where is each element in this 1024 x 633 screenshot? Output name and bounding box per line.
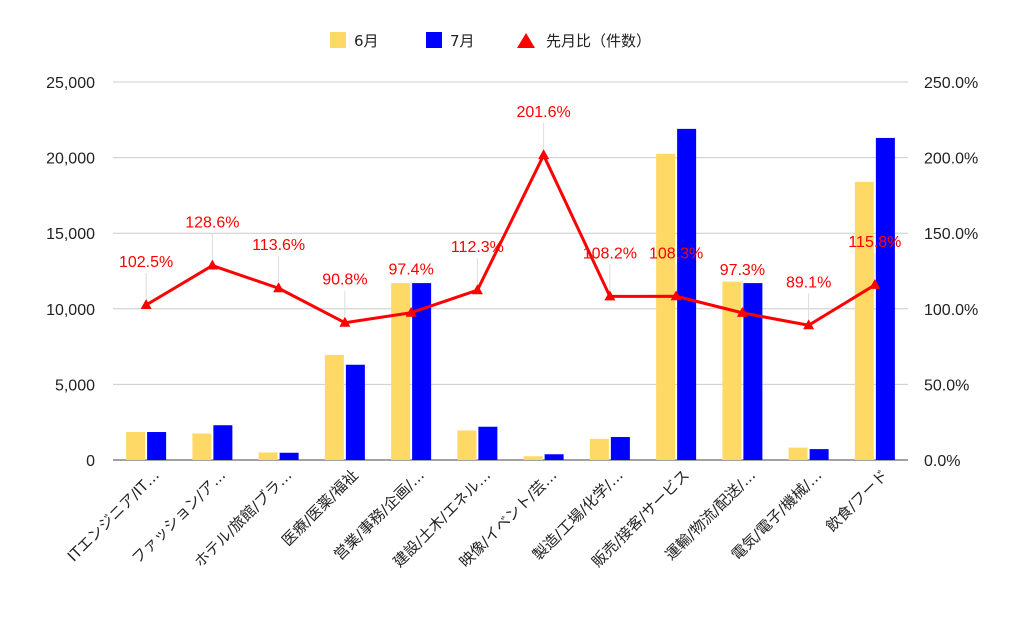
ratio-point-marker [273, 282, 285, 293]
ratio-data-label: 128.6% [185, 215, 239, 232]
left-tick-label: 15,000 [46, 226, 95, 243]
left-tick-label: 25,000 [46, 75, 95, 92]
legend-item-july[interactable]: 7月 [426, 32, 475, 50]
bar-july [147, 432, 167, 460]
ratio-point-marker [538, 149, 550, 160]
gridlines [113, 81, 908, 461]
ratio-point-marker [471, 284, 483, 295]
ratio-point-marker [803, 319, 815, 330]
bar-june [589, 438, 609, 460]
ratio-data-label: 115.8% [848, 234, 901, 251]
left-axis-ticks: 0 5,000 10,000 15,000 20,000 25,000 [46, 75, 95, 470]
legend-item-june[interactable]: 6月 [330, 32, 379, 50]
ratio-data-label: 108.2% [583, 245, 637, 262]
right-tick-label: 150.0% [924, 226, 978, 243]
bar-june [788, 447, 808, 460]
legend: 6月 7月 先月比（件数） [330, 32, 651, 50]
ratio-data-label: 97.4% [388, 262, 433, 279]
right-tick-label: 200.0% [924, 151, 978, 168]
ratio-data-label: 90.8% [322, 272, 367, 289]
ratio-data-label: 201.6% [516, 104, 570, 121]
ratio-line [145, 153, 876, 327]
ratio-point-marker [405, 306, 417, 317]
ratio-data-label: 89.1% [786, 274, 831, 291]
right-axis-ticks: 0.0% 50.0% 100.0% 150.0% 200.0% 250.0% [924, 75, 978, 470]
legend-label-ratio: 先月比（件数） [546, 32, 651, 50]
bar-june [457, 430, 477, 460]
legend-label-july: 7月 [450, 32, 475, 50]
right-tick-label: 0.0% [924, 453, 960, 470]
ratio-data-label: 112.3% [451, 239, 504, 256]
bar-june [126, 432, 146, 460]
bar-june [523, 456, 543, 460]
bar-july [213, 425, 233, 460]
left-tick-label: 10,000 [46, 302, 95, 319]
bar-june [854, 181, 874, 461]
ratio-point-marker [140, 299, 152, 310]
bar-july [875, 137, 895, 460]
ratio-data-label: 102.5% [119, 254, 173, 271]
legend-item-ratio[interactable]: 先月比（件数） [517, 32, 651, 50]
bar-july [610, 437, 630, 460]
right-tick-label: 50.0% [924, 377, 969, 394]
bar-july [478, 426, 498, 460]
bar-july [412, 283, 432, 460]
bar-june [258, 452, 278, 460]
bar-june [722, 281, 742, 460]
legend-swatch-june [330, 32, 346, 48]
bar-july [677, 128, 697, 460]
legend-label-june: 6月 [354, 32, 379, 50]
bar-july [544, 454, 564, 460]
bar-june [192, 433, 212, 460]
ratio-line-series [140, 149, 881, 330]
ratio-data-labels: 102.5% 128.6% 113.6% 90.8% 97.4% 112.3% 201.6%… [119, 104, 901, 320]
bar-july [279, 452, 299, 460]
category-label: 飲食/フード [822, 466, 891, 535]
ratio-point-marker [869, 278, 881, 289]
bar-june [324, 354, 344, 460]
ratio-data-label: 108.3% [649, 245, 703, 262]
ratio-data-label: 113.6% [252, 237, 305, 254]
legend-triangle-icon [517, 33, 535, 48]
bar-series [126, 128, 895, 461]
category-axis-labels: ITエンジニア/IT…ファッション/ア…ホテル/旅館/ブラ…医療/医薬/福祉営業… [64, 466, 892, 571]
left-tick-label: 20,000 [46, 151, 95, 168]
ratio-point-marker [736, 306, 748, 317]
bar-july [345, 364, 365, 460]
ratio-point-marker [670, 290, 682, 301]
bar-july [743, 283, 763, 460]
legend-swatch-july [426, 32, 442, 48]
ratio-point-marker [339, 316, 351, 327]
bar-july [809, 449, 829, 460]
ratio-point-marker [604, 290, 616, 301]
bar-june [391, 283, 411, 460]
left-tick-label: 0 [86, 453, 95, 470]
right-tick-label: 250.0% [924, 75, 978, 92]
right-tick-label: 100.0% [924, 302, 978, 319]
left-tick-label: 5,000 [55, 377, 95, 394]
bar-june [656, 153, 676, 460]
ratio-data-label: 97.3% [720, 262, 765, 279]
ratio-point-marker [206, 259, 218, 270]
